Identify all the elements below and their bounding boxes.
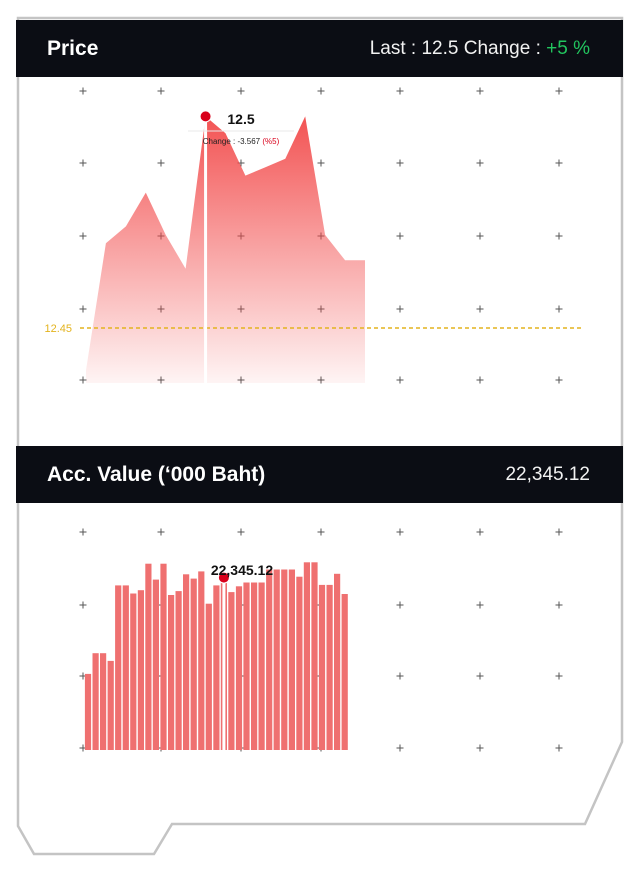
acc-bar bbox=[198, 571, 205, 750]
acc-value-header: Acc. Value (‘000 Baht) 22,345.12 bbox=[16, 446, 623, 503]
grid-marker bbox=[79, 601, 87, 609]
acc-value-chart: 22,345.12 bbox=[79, 528, 563, 752]
acc-bar bbox=[84, 673, 92, 750]
acc-bar bbox=[152, 579, 159, 750]
price-chart: 12.45 12.5 Change : -3.567 (%5) bbox=[44, 87, 584, 384]
grid-marker bbox=[555, 744, 563, 752]
grid-marker bbox=[476, 376, 484, 384]
acc-bar bbox=[281, 569, 288, 750]
grid-marker bbox=[79, 87, 87, 95]
grid-marker bbox=[555, 672, 563, 680]
acc-bar bbox=[92, 653, 99, 750]
grid-marker bbox=[555, 376, 563, 384]
acc-bar bbox=[258, 582, 265, 750]
grid-marker bbox=[396, 528, 404, 536]
acc-bar bbox=[266, 569, 273, 750]
grid-marker bbox=[555, 601, 563, 609]
acc-bar bbox=[243, 582, 250, 750]
acc-bar bbox=[334, 573, 341, 750]
grid-marker bbox=[555, 159, 563, 167]
change-value: +5 % bbox=[546, 37, 590, 59]
acc-value-title: Acc. Value (‘000 Baht) bbox=[47, 462, 266, 486]
grid-marker bbox=[157, 87, 165, 95]
grid-marker bbox=[79, 232, 87, 240]
acc-bar bbox=[213, 585, 220, 750]
acc-bar bbox=[288, 569, 295, 750]
last-price: Last : 12.5 bbox=[369, 37, 459, 59]
grid-marker bbox=[476, 232, 484, 240]
grid-marker bbox=[237, 87, 245, 95]
grid-marker bbox=[396, 305, 404, 313]
acc-bar bbox=[137, 590, 144, 750]
acc-bar bbox=[130, 593, 137, 750]
grid-marker bbox=[555, 528, 563, 536]
grid-marker bbox=[317, 87, 325, 95]
acc-bar bbox=[205, 603, 212, 750]
acc-bars bbox=[84, 562, 348, 750]
price-tooltip: 12.5 Change : -3.567 (%5) bbox=[188, 111, 294, 146]
acc-bar bbox=[311, 562, 318, 750]
reference-label: 12.45 bbox=[44, 323, 72, 335]
acc-bar bbox=[100, 653, 107, 750]
grid-marker bbox=[317, 528, 325, 536]
price-header: Price Last : 12.5 Change : +5 % bbox=[16, 20, 623, 77]
acc-bar bbox=[145, 563, 152, 750]
acc-bar bbox=[318, 584, 326, 750]
acc-bar bbox=[183, 574, 190, 750]
price-area bbox=[86, 116, 365, 384]
acc-bar bbox=[115, 585, 122, 750]
acc-bar bbox=[296, 576, 303, 750]
acc-bar bbox=[107, 660, 114, 750]
grid-marker bbox=[79, 159, 87, 167]
grid-marker bbox=[555, 305, 563, 313]
grid-marker bbox=[79, 528, 87, 536]
grid-marker bbox=[79, 376, 87, 384]
change-label: Change : bbox=[463, 37, 541, 59]
grid-marker bbox=[396, 376, 404, 384]
acc-bar bbox=[273, 569, 280, 750]
grid-marker bbox=[157, 159, 165, 167]
acc-bar bbox=[160, 563, 167, 750]
tooltip-change: Change : -3.567 (%5) bbox=[203, 137, 280, 146]
grid-marker bbox=[476, 528, 484, 536]
grid-marker bbox=[396, 601, 404, 609]
grid-marker bbox=[555, 232, 563, 240]
grid-marker bbox=[79, 305, 87, 313]
grid-marker bbox=[476, 672, 484, 680]
grid-marker bbox=[476, 744, 484, 752]
grid-marker bbox=[237, 528, 245, 536]
grid-marker bbox=[396, 672, 404, 680]
tooltip-price: 12.5 bbox=[227, 111, 254, 127]
grid-marker bbox=[317, 159, 325, 167]
grid-marker bbox=[396, 87, 404, 95]
acc-tooltip-value: 22,345.12 bbox=[211, 562, 273, 578]
acc-bar bbox=[175, 591, 182, 750]
grid-marker bbox=[476, 87, 484, 95]
grid-marker bbox=[476, 159, 484, 167]
price-summary: Last : 12.5 Change : +5 % bbox=[370, 38, 590, 60]
acc-bar bbox=[122, 585, 129, 750]
acc-bar bbox=[168, 595, 175, 750]
acc-bar bbox=[190, 578, 197, 750]
grid-marker bbox=[476, 601, 484, 609]
grid-marker bbox=[396, 744, 404, 752]
acc-bar bbox=[228, 592, 235, 750]
acc-bar bbox=[303, 562, 310, 750]
grid-marker bbox=[396, 159, 404, 167]
grid-marker bbox=[396, 232, 404, 240]
acc-highlight-point bbox=[217, 571, 230, 584]
acc-bar bbox=[326, 584, 333, 750]
price-highlight-point bbox=[199, 110, 212, 123]
acc-bar bbox=[251, 582, 258, 750]
grid-marker bbox=[476, 305, 484, 313]
acc-value-total: 22,345.12 bbox=[505, 463, 590, 485]
price-title: Price bbox=[47, 36, 99, 60]
grid-marker bbox=[157, 528, 165, 536]
grid-marker bbox=[555, 87, 563, 95]
acc-bar bbox=[341, 594, 348, 750]
acc-bar bbox=[235, 586, 243, 750]
